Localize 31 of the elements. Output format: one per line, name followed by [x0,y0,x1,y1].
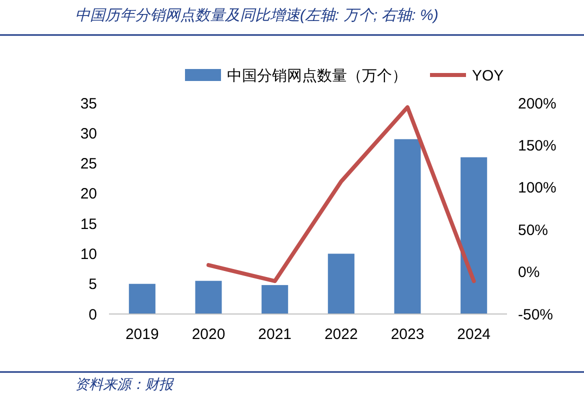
y-tick-label: 30 [80,125,97,142]
text: 资料来源：财报 [75,376,175,392]
y2-tick-label: 200% [518,95,556,112]
legend-label: 中国分销网点数量（万个） [227,67,407,84]
x-tick-label: 2021 [258,326,292,343]
y2-tick-label: 150% [518,137,556,154]
y2-tick-label: 100% [518,180,556,197]
y-tick-label: 0 [88,306,97,324]
bar [394,139,421,314]
x-tick-label: 2019 [125,326,159,343]
bar [460,157,488,314]
bar [262,285,288,314]
x-tick-label: 2024 [457,326,491,343]
legend-label: YOY [472,67,504,84]
x-tick-label: 2023 [390,326,424,343]
y-tick-label: 15 [80,216,97,233]
line-series [206,105,476,284]
bar [128,284,156,314]
chart-title: 中国历年分销网点数量及同比增速(左轴: 万个; 右轴: %) [75,7,438,24]
x-tick-label: 2022 [324,326,358,343]
y-tick-label: 20 [80,186,97,203]
y-tick-label: 10 [80,246,97,263]
y2-tick-label: 0% [518,264,540,282]
y-tick-label: 35 [80,95,97,112]
y-tick-label: 5 [88,276,97,294]
y2-tick-label: 50% [518,222,548,239]
x-tick-label: 2020 [192,326,226,343]
y2-tick-label: -50% [518,306,554,324]
bar [328,254,354,314]
bar [195,280,222,314]
y-tick-label: 25 [80,156,97,173]
